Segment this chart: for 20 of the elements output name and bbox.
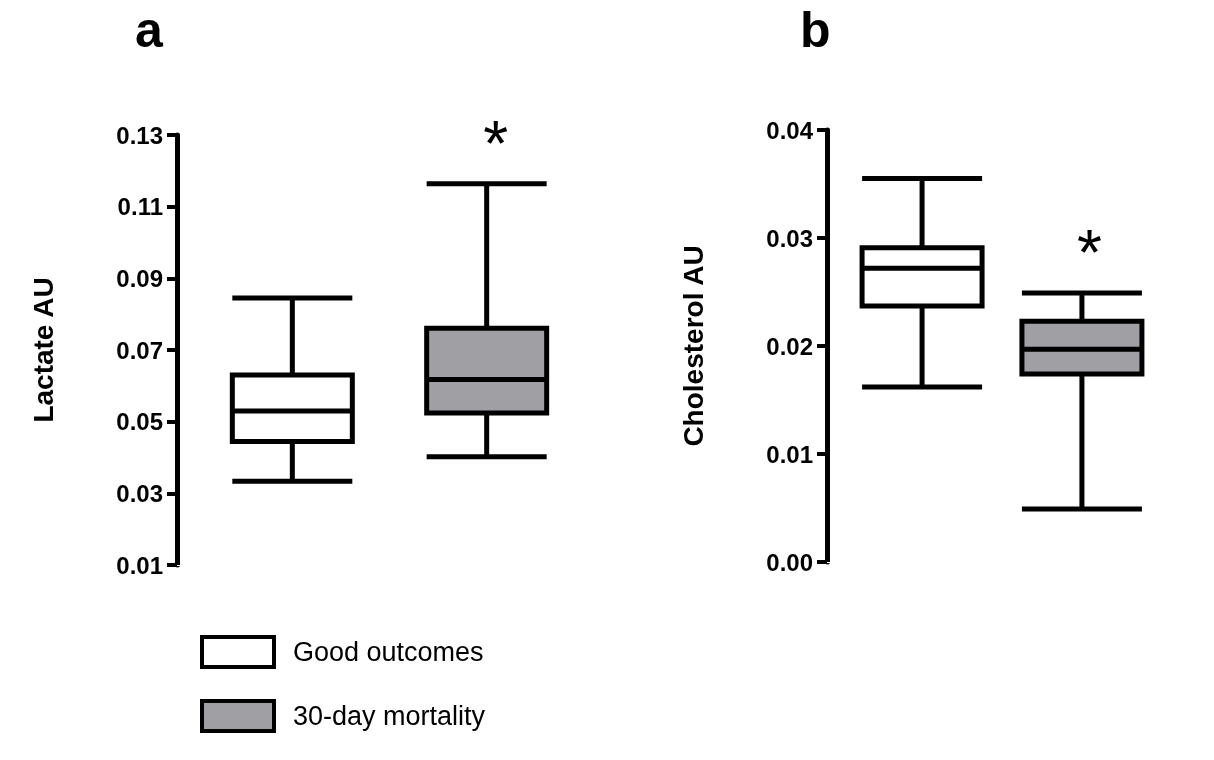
y-tick-label: 0.01 [766, 440, 813, 468]
y-tick-label: 0.07 [116, 336, 163, 364]
y-tick-label: 0.00 [766, 548, 813, 576]
y-tick-label: 0.09 [116, 264, 163, 292]
chart-title: a [135, 2, 164, 58]
y-tick-label: 0.05 [116, 408, 163, 436]
y-tick-label: 0.11 [117, 193, 163, 221]
legend-label: 30-day mortality [293, 701, 486, 731]
y-tick-label: 0.02 [766, 332, 813, 360]
legend-label: Good outcomes [293, 637, 484, 667]
y-tick-label: 0.03 [116, 479, 163, 507]
y-tick-label: 0.03 [766, 224, 813, 252]
annotation: * [1077, 217, 1102, 290]
chart-title: b [800, 2, 831, 58]
y-tick-label: 0.01 [116, 551, 163, 579]
y-tick-label: 0.13 [116, 121, 163, 149]
y-tick-label: 0.04 [766, 116, 814, 144]
y-axis-title: Lactate AU [27, 277, 59, 423]
y-axis-title: Cholesterol AU [677, 245, 709, 447]
annotation: * [483, 107, 509, 180]
